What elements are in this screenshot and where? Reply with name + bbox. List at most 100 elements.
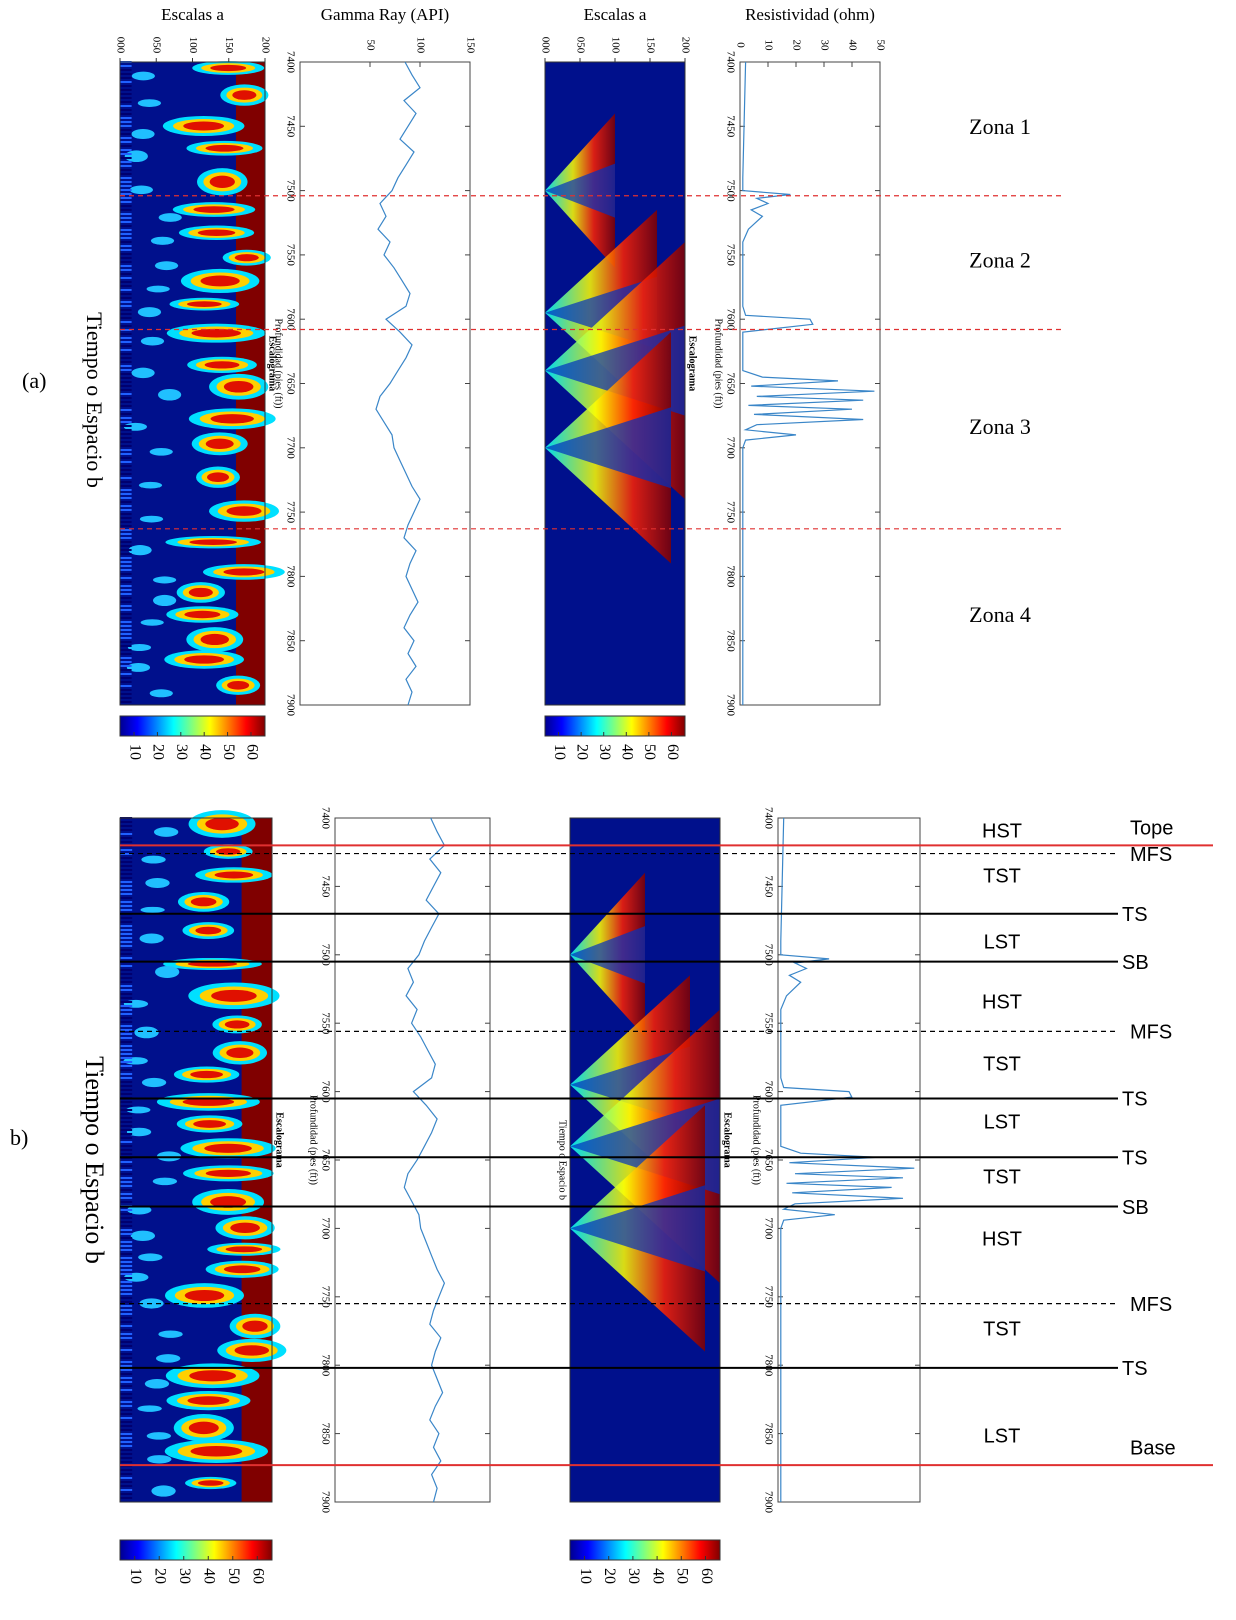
surface-label: TS — [1122, 1358, 1148, 1380]
tract-label: TST — [983, 1166, 1021, 1188]
scalogram-blob — [190, 1070, 223, 1079]
scalogram-blob — [183, 121, 225, 131]
depth-tick-label: 7500 — [284, 180, 296, 203]
scalogram-blob — [154, 261, 179, 271]
depth-tick-label: 7400 — [319, 807, 331, 830]
x-tick-label: 100 — [609, 37, 621, 54]
x-tick-label: 100 — [187, 37, 199, 54]
scalogram-blob — [149, 689, 173, 698]
depth-tick-label: 7800 — [319, 1354, 331, 1377]
panel-label: (a) — [22, 368, 46, 393]
scalogram-blob — [226, 506, 262, 516]
scalogram-blob — [128, 545, 152, 556]
tract-label: LST — [984, 931, 1021, 953]
scalogram-blob — [200, 275, 240, 287]
scalogram-blob — [126, 663, 151, 672]
value-tick-label: 10 — [762, 40, 774, 52]
surface-label: MFS — [1130, 844, 1172, 866]
scalogram-blob — [146, 1432, 172, 1440]
scalogram-frame — [119, 817, 273, 1503]
depth-tick-label: 7400 — [724, 51, 736, 74]
scalogram-blob — [134, 1026, 159, 1039]
depth-tick-label: 7550 — [762, 1012, 774, 1034]
side-label: Tiempo o Espacio b — [82, 312, 107, 488]
inner-side-label: Tiempo o Espacio b — [557, 1120, 568, 1200]
scalogram-frame — [569, 817, 721, 1503]
depth-tick-label: 7750 — [319, 1286, 331, 1309]
colorbar-tick-label: 60 — [698, 1568, 715, 1584]
chart-title: Escalas a — [584, 5, 647, 24]
depth-tick-label: 7400 — [284, 51, 296, 74]
value-tick-label: 100 — [414, 37, 426, 54]
x-tick-label: 000 — [539, 37, 551, 54]
scalogram-blob — [188, 1421, 219, 1435]
depth-tick-label: 7600 — [762, 1081, 774, 1104]
value-tick-label: 50 — [874, 40, 886, 52]
plot-frame — [334, 817, 491, 1503]
value-tick-label: 30 — [818, 40, 830, 52]
depth-tick-label: 7900 — [762, 1491, 774, 1514]
scalogram-label: Escalograma — [267, 336, 278, 392]
colorbar — [569, 1539, 721, 1561]
tract-label: TST — [983, 1053, 1021, 1075]
scalogram-blob — [153, 576, 177, 584]
scalogram-blob — [126, 1106, 151, 1114]
scalogram-blob — [225, 1246, 263, 1253]
scalogram-blob — [193, 206, 235, 213]
scalogram-blob — [126, 1127, 152, 1137]
surface-label: Tope — [1130, 818, 1173, 840]
colorbar — [119, 1539, 273, 1561]
scalogram-blob — [210, 414, 254, 424]
scalogram-blob — [153, 827, 179, 837]
scalogram-blob — [127, 1205, 152, 1215]
scalogram-blob — [145, 877, 170, 888]
log-curve — [403, 817, 446, 1503]
zone-label: Zona 3 — [969, 414, 1031, 439]
colorbar-tick-label: 50 — [674, 1568, 691, 1584]
plot-frame — [739, 61, 881, 706]
scalogram-blob — [197, 1480, 224, 1486]
scalogram-blob — [226, 1047, 254, 1059]
depth-tick-label: 7600 — [319, 1081, 331, 1104]
colorbar-tick-label: 40 — [197, 744, 214, 760]
colorbar-tick-label: 60 — [664, 744, 681, 760]
tract-label: HST — [982, 1228, 1022, 1250]
x-tick-label: 000 — [114, 37, 126, 54]
scalogram-blob — [223, 1265, 261, 1274]
colorbar — [119, 715, 266, 737]
x-tick-label: 050 — [151, 37, 163, 54]
scalogram-blob — [131, 71, 155, 81]
scalogram-blob — [210, 1196, 247, 1208]
x-tick-label: 050 — [574, 37, 586, 54]
colorbar-tick-label: 60 — [243, 744, 260, 760]
depth-tick-label: 7850 — [724, 630, 736, 653]
scalogram-blob — [139, 515, 164, 523]
scalogram-blob — [129, 185, 153, 195]
x-tick-label: 200 — [259, 37, 271, 54]
value-tick-label: 150 — [464, 37, 476, 54]
surface-label: TS — [1122, 1089, 1148, 1111]
scalogram-blob — [227, 680, 250, 690]
depth-tick-label: 7900 — [284, 694, 296, 717]
side-label: Tiempo o Espacio b — [80, 1056, 109, 1264]
scalogram-blob — [124, 1272, 149, 1282]
surface-label: MFS — [1130, 1294, 1172, 1316]
scalogram-blob — [205, 1169, 251, 1177]
scalogram-blob — [158, 1330, 183, 1338]
colorbar-tick-label: 40 — [649, 1568, 666, 1584]
scalogram-blob — [190, 1445, 243, 1457]
colorbar-tick-label: 10 — [127, 1568, 144, 1584]
scalogram-blob — [151, 1485, 176, 1497]
depth-tick-label: 7400 — [762, 807, 774, 830]
depth-tick-label: 7500 — [319, 944, 331, 967]
scalogram-blob — [234, 254, 259, 262]
scalogram-blob — [214, 871, 254, 879]
scalogram-blob — [191, 328, 241, 338]
axis-label: Profundidad (pies (ft)) — [713, 319, 724, 409]
scalogram-label: Escalograma — [687, 336, 698, 392]
x-tick-label: 150 — [644, 37, 656, 54]
depth-tick-label: 7450 — [762, 875, 774, 898]
scalogram-blob — [149, 448, 173, 456]
scalogram-blob — [209, 175, 235, 188]
